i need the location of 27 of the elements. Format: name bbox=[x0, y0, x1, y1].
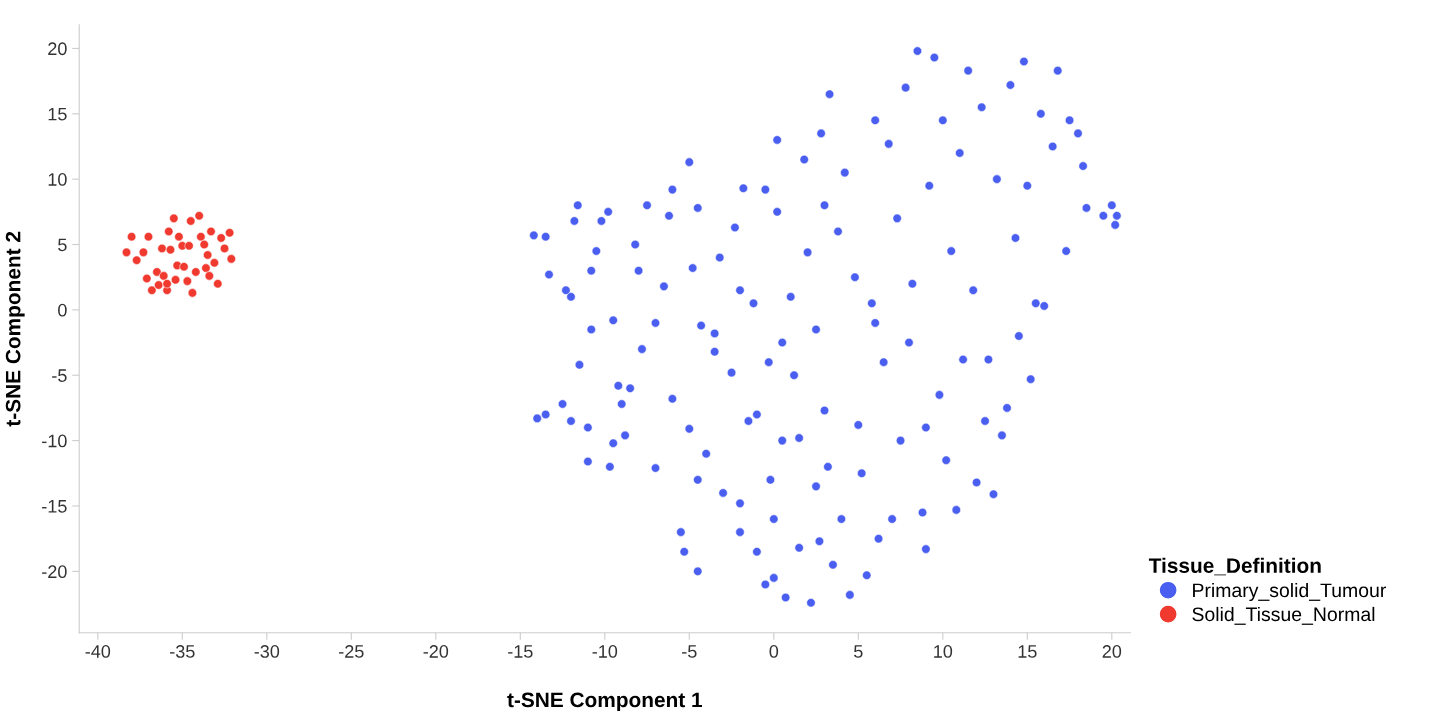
x-tick-label: -10 bbox=[592, 645, 618, 658]
y-tick-label: -20 bbox=[42, 565, 67, 579]
y-tick-label: 5 bbox=[58, 238, 67, 252]
x-tick-label: -15 bbox=[508, 645, 533, 658]
x-tick-label: -35 bbox=[170, 645, 195, 658]
y-tick-label: -5 bbox=[52, 369, 67, 382]
x-tick-label: -20 bbox=[423, 645, 449, 658]
y-tick-label: 20 bbox=[48, 42, 67, 56]
x-axis-title: t-SNE Component 1 bbox=[507, 692, 703, 711]
x-tick-label: -30 bbox=[254, 645, 280, 658]
y-tick-label: 15 bbox=[48, 107, 67, 121]
x-tick-label: -25 bbox=[339, 645, 364, 658]
x-tick-label: 10 bbox=[934, 645, 953, 658]
x-tick-label: 20 bbox=[1102, 645, 1122, 658]
y-tick-label: -10 bbox=[42, 434, 67, 448]
x-tick-label: 5 bbox=[854, 645, 863, 658]
legend-label: Primary_solid_Tumour bbox=[1193, 582, 1386, 602]
y-axis-title: t-SNE Component 2 bbox=[5, 231, 25, 427]
y-tick-label: -15 bbox=[42, 500, 67, 513]
x-tick-label: 0 bbox=[769, 645, 779, 658]
legend-title: Tissue_Definition bbox=[1148, 557, 1321, 576]
y-tick-label: 10 bbox=[48, 173, 67, 186]
y-tick-label: 0 bbox=[58, 303, 67, 317]
x-tick-label: -40 bbox=[85, 645, 111, 658]
x-tick-label: 15 bbox=[1018, 645, 1037, 658]
x-tick-label: -5 bbox=[682, 645, 697, 658]
legend-label: Solid_Tissue_Normal bbox=[1192, 606, 1375, 625]
